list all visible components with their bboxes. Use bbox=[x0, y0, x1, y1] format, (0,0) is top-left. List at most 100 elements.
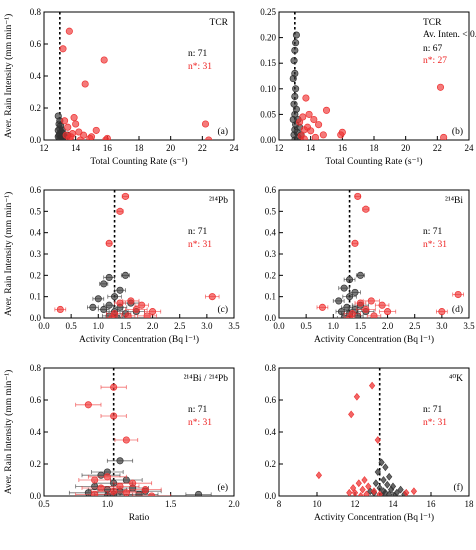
data-point-n* bbox=[322, 106, 331, 114]
x-tick-label: 1.0 bbox=[93, 321, 105, 331]
data-point-n* bbox=[116, 207, 124, 215]
panel-e: 0.5 1.0 1.5 2.0 0.0 0.2 0.4 0.6 0.8 Ratio Aver. Ra… bbox=[3, 363, 240, 523]
data-point-n bbox=[346, 293, 354, 301]
data-point-n bbox=[89, 303, 97, 311]
data-point-n* bbox=[319, 131, 327, 139]
y-tick-label: 0.0 bbox=[30, 135, 42, 145]
y-tick-label: 0.0 bbox=[265, 313, 277, 323]
count-n: n: 71 bbox=[423, 405, 443, 415]
data-point-n* bbox=[355, 479, 362, 488]
data-point-n bbox=[356, 271, 364, 279]
data-point-n* bbox=[61, 117, 69, 125]
data-point-n* bbox=[103, 473, 111, 481]
data-point-n* bbox=[365, 482, 372, 491]
data-point-n* bbox=[296, 118, 304, 126]
data-point-n* bbox=[56, 305, 64, 314]
data-point-n* bbox=[403, 488, 410, 496]
data-point-n bbox=[380, 476, 387, 484]
panel-title: ²¹⁴Bi bbox=[445, 196, 463, 206]
data-point-n* bbox=[315, 121, 323, 129]
data-point-n* bbox=[356, 299, 364, 307]
data-point-n* bbox=[127, 297, 135, 305]
data-point-n* bbox=[318, 303, 326, 311]
data-point-n* bbox=[352, 168, 358, 174]
data-point-n* bbox=[116, 299, 124, 307]
y-axis-label: Aver. Rain Intensity (mm min⁻¹) bbox=[3, 192, 14, 317]
x-tick-label: 2.0 bbox=[228, 499, 240, 509]
data-point-n* bbox=[346, 488, 353, 496]
x-tick-label: 1.5 bbox=[165, 499, 177, 509]
data-point-n bbox=[346, 276, 354, 284]
y-tick-label: 0.5 bbox=[265, 206, 277, 216]
data-point-n* bbox=[108, 314, 116, 318]
data-points bbox=[68, 383, 212, 496]
data-point-n* bbox=[205, 136, 213, 140]
x-tick-label: 0.5 bbox=[38, 499, 50, 509]
panel-title: ⁴⁰K bbox=[449, 374, 463, 384]
x-tick-label: 3.0 bbox=[201, 321, 213, 331]
x-tick-label: 18 bbox=[135, 143, 145, 153]
x-tick-label: 3.0 bbox=[436, 321, 448, 331]
panel-letter: (d) bbox=[452, 304, 463, 315]
count-n-star: n*: 31 bbox=[423, 418, 447, 428]
data-point-n* bbox=[65, 27, 73, 35]
x-axis-label: Ratio bbox=[129, 513, 150, 523]
data-point-n* bbox=[97, 484, 105, 492]
x-tick-label: 3.5 bbox=[228, 321, 240, 331]
data-point-n bbox=[378, 458, 385, 467]
data-point-n* bbox=[129, 479, 137, 487]
panel-letter: (e) bbox=[217, 482, 228, 493]
data-points bbox=[316, 168, 464, 318]
data-point-n bbox=[54, 133, 62, 140]
y-tick-label: 0.4 bbox=[30, 228, 42, 238]
panel-title: TCR bbox=[423, 18, 442, 28]
plot-frame bbox=[278, 367, 470, 497]
data-point-n bbox=[340, 284, 348, 292]
plot-frame bbox=[43, 367, 235, 497]
data-point-n bbox=[292, 39, 300, 47]
data-point-n bbox=[194, 490, 203, 496]
y-tick-label: 0.6 bbox=[265, 395, 277, 405]
data-points bbox=[54, 170, 220, 318]
panel-c: 0.0 0.5 1.0 1.5 2.0 2.5 3.0 3.5 0.0 0.1 0.2 0.3 0.4 0… bbox=[3, 170, 240, 345]
y-tick-label: 0.15 bbox=[260, 58, 276, 68]
x-tick-label: 0.0 bbox=[38, 321, 50, 331]
data-point-n bbox=[291, 136, 299, 140]
data-points bbox=[289, 31, 448, 140]
data-point-n bbox=[351, 288, 359, 296]
y-tick-label: 0.6 bbox=[30, 395, 42, 405]
count-n-star: n*: 31 bbox=[423, 240, 447, 250]
count-n: n: 71 bbox=[188, 227, 208, 237]
data-point-n* bbox=[76, 136, 84, 140]
data-point-n* bbox=[370, 312, 378, 318]
data-point-n bbox=[372, 479, 380, 488]
x-tick-label: 24 bbox=[230, 143, 240, 153]
data-point-n* bbox=[376, 490, 383, 496]
y-tick-label: 0.2 bbox=[265, 270, 276, 280]
data-point-n* bbox=[122, 436, 130, 444]
data-point-n bbox=[94, 295, 102, 303]
data-point-n bbox=[58, 126, 66, 134]
data-point-n* bbox=[111, 170, 117, 176]
data-point-n bbox=[97, 471, 105, 479]
data-point-n* bbox=[65, 134, 73, 140]
x-tick-label: 0.0 bbox=[273, 321, 285, 331]
x-tick-label: 14 bbox=[71, 143, 81, 153]
data-point-n* bbox=[370, 487, 378, 496]
data-point-n* bbox=[436, 83, 445, 91]
x-tick-label: 12 bbox=[351, 499, 360, 509]
data-point-n* bbox=[70, 114, 78, 122]
y-tick-label: 0.20 bbox=[260, 33, 276, 43]
count-n: n: 71 bbox=[188, 405, 208, 415]
y-tick-label: 0.00 bbox=[260, 135, 276, 145]
data-point-n* bbox=[121, 192, 129, 200]
data-point-n* bbox=[300, 126, 308, 134]
y-tick-label: 0.0 bbox=[30, 313, 42, 323]
x-tick-label: 18 bbox=[370, 143, 380, 153]
x-tick-label: 24 bbox=[465, 143, 475, 153]
y-tick-label: 0.6 bbox=[30, 185, 42, 195]
data-point-n* bbox=[438, 308, 446, 316]
x-tick-label: 20 bbox=[401, 143, 411, 153]
data-point-n* bbox=[91, 476, 99, 484]
x-tick-label: 20 bbox=[166, 143, 176, 153]
